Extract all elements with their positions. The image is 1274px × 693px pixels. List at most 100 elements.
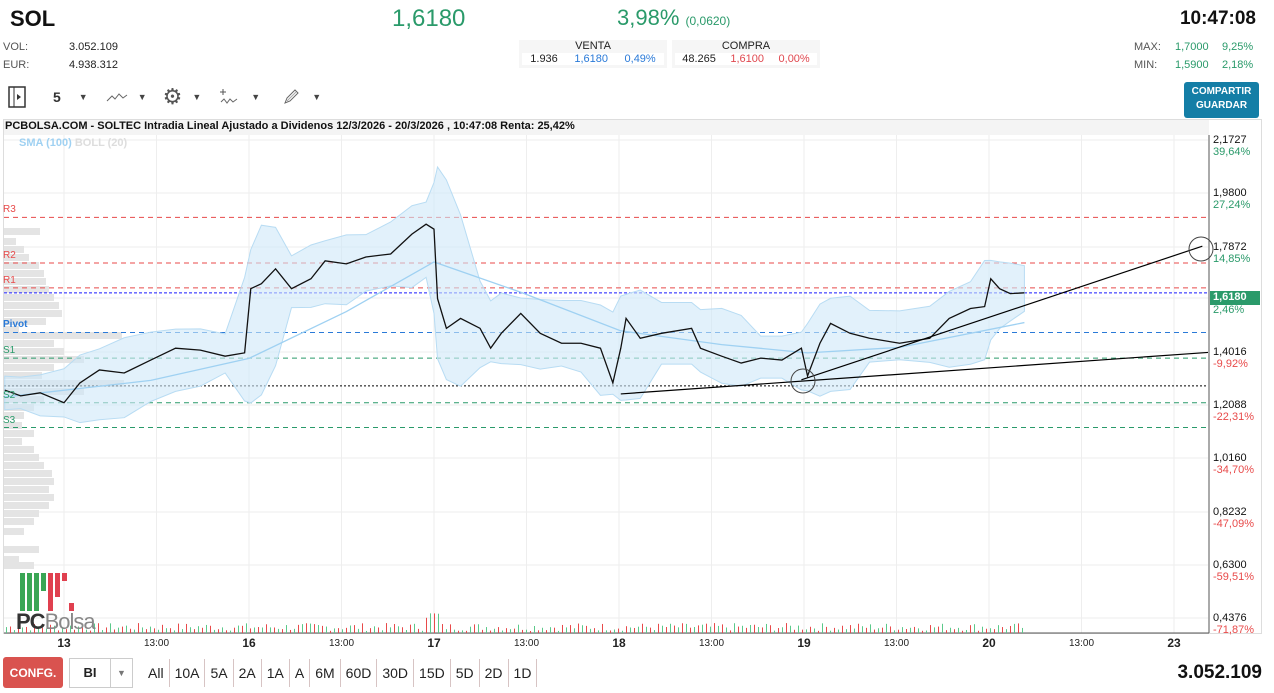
period-1d[interactable]: 1D	[509, 658, 538, 687]
volume-bar	[514, 628, 515, 633]
volume-bar	[838, 629, 839, 633]
volume-bar	[862, 626, 863, 633]
volume-bar	[198, 626, 199, 633]
volume-bar	[942, 623, 943, 633]
venta-pct: 0,49%	[624, 53, 656, 65]
volume-bar	[310, 623, 311, 633]
chevron-down-icon[interactable]: ▼	[110, 658, 132, 687]
volume-bar	[630, 627, 631, 633]
period-2a[interactable]: 2A	[234, 658, 262, 687]
volume-bar	[62, 627, 63, 633]
y-tick-pct: -71,87%	[1213, 624, 1254, 636]
volume-profile-bar	[4, 310, 62, 317]
volume-bar	[70, 625, 71, 633]
bottom-bar: CONFG. BI ▼ All 10A 5A 2A 1A A 6M 60D 30D 15D 5D 2D 1…	[3, 657, 538, 688]
y-tick-pct: 39,64%	[1213, 146, 1251, 158]
volume-bar	[362, 623, 363, 633]
period-1a[interactable]: 1A	[262, 658, 290, 687]
eur-label: EUR:	[3, 59, 30, 71]
volume-bar	[54, 625, 55, 633]
volume-bar	[166, 628, 167, 633]
x-tick: 13:00	[883, 638, 910, 649]
period-all[interactable]: All	[143, 658, 170, 687]
period-10a[interactable]: 10A	[170, 658, 206, 687]
period-60d[interactable]: 60D	[341, 658, 378, 687]
period-15d[interactable]: 15D	[414, 658, 451, 687]
share-save-button[interactable]: COMPARTIR GUARDAR	[1184, 82, 1259, 118]
volume-bar	[598, 630, 599, 633]
chart-type-select[interactable]: BI ▼	[69, 657, 133, 688]
volume-profile-bar	[4, 238, 16, 245]
volume-bar	[806, 629, 807, 633]
legend-boll[interactable]: BOLL (20)	[74, 137, 128, 149]
volume-bar	[182, 629, 183, 633]
pivot-label-s3: S3	[3, 414, 16, 426]
volume-bar	[634, 627, 635, 633]
volume-bar	[770, 625, 771, 633]
volume-bar	[214, 629, 215, 633]
gear-icon[interactable]: ⚙	[162, 84, 183, 109]
y-tick: 0,4376	[1213, 612, 1247, 624]
y-tick-pct: -47,09%	[1213, 518, 1254, 530]
y-tick-pct: -22,31%	[1213, 411, 1254, 423]
volume-bar	[286, 625, 287, 633]
volume-profile-bar	[4, 470, 52, 477]
volume-bar	[954, 629, 955, 633]
volume-bar	[386, 623, 387, 633]
volume-bar	[594, 628, 595, 633]
volume-bar	[170, 628, 171, 633]
pencil-icon[interactable]	[282, 88, 300, 106]
sidebar-toggle-icon[interactable]	[7, 86, 29, 108]
legend: SMA (100) BOLL (20)	[19, 137, 127, 149]
volume-profile-bar	[4, 364, 54, 371]
volume-bar	[278, 628, 279, 633]
volume-bar	[490, 630, 491, 633]
volume-bar	[274, 627, 275, 633]
volume-bar	[546, 630, 547, 633]
volume-bar	[914, 626, 915, 633]
volume-bar	[294, 628, 295, 633]
volume-bar	[238, 625, 239, 633]
line-chart-icon[interactable]	[106, 90, 128, 104]
chevron-down-icon[interactable]: ▼	[137, 92, 147, 102]
volume-bar	[134, 629, 135, 633]
period-6m[interactable]: 6M	[310, 658, 341, 687]
y-tick: 1,2088	[1213, 399, 1247, 411]
legend-sma[interactable]: SMA (100)	[19, 137, 72, 149]
volume-bar	[718, 625, 719, 633]
period-30d[interactable]: 30D	[377, 658, 415, 687]
volume-bar	[922, 630, 923, 633]
x-tick: 17	[427, 636, 441, 650]
chevron-down-icon[interactable]: ▼	[78, 92, 88, 102]
period-5a[interactable]: 5A	[205, 658, 234, 687]
volume-bar	[534, 626, 535, 633]
volume-profile-bar	[4, 278, 46, 285]
logo-candle	[62, 573, 67, 581]
compra-pct: 0,00%	[778, 53, 810, 65]
min-label: MIN:	[1134, 59, 1158, 71]
chevron-down-icon[interactable]: ▼	[312, 92, 322, 102]
chevron-down-icon[interactable]: ▼	[251, 92, 261, 102]
volume-bar	[726, 627, 727, 633]
volume-bar	[174, 630, 175, 633]
interval-select[interactable]: 5	[53, 89, 61, 105]
volume-bar	[18, 629, 19, 633]
indicators-icon[interactable]	[219, 88, 239, 106]
config-button[interactable]: CONFG.	[3, 657, 63, 688]
volume-bar	[302, 624, 303, 633]
period-2d[interactable]: 2D	[480, 658, 509, 687]
volume-bar	[734, 623, 735, 633]
volume-bar	[538, 630, 539, 633]
x-tick: 20	[982, 636, 996, 650]
symbol: SOL	[10, 6, 56, 31]
volume-bar	[106, 627, 107, 633]
volume-bar	[98, 623, 99, 633]
volume-bar	[758, 626, 759, 633]
volume-bar	[858, 623, 859, 633]
period-a[interactable]: A	[290, 658, 311, 687]
volume-bar	[1002, 627, 1003, 633]
period-5d[interactable]: 5D	[451, 658, 480, 687]
volume-bar	[822, 623, 823, 633]
chevron-down-icon[interactable]: ▼	[192, 92, 202, 102]
